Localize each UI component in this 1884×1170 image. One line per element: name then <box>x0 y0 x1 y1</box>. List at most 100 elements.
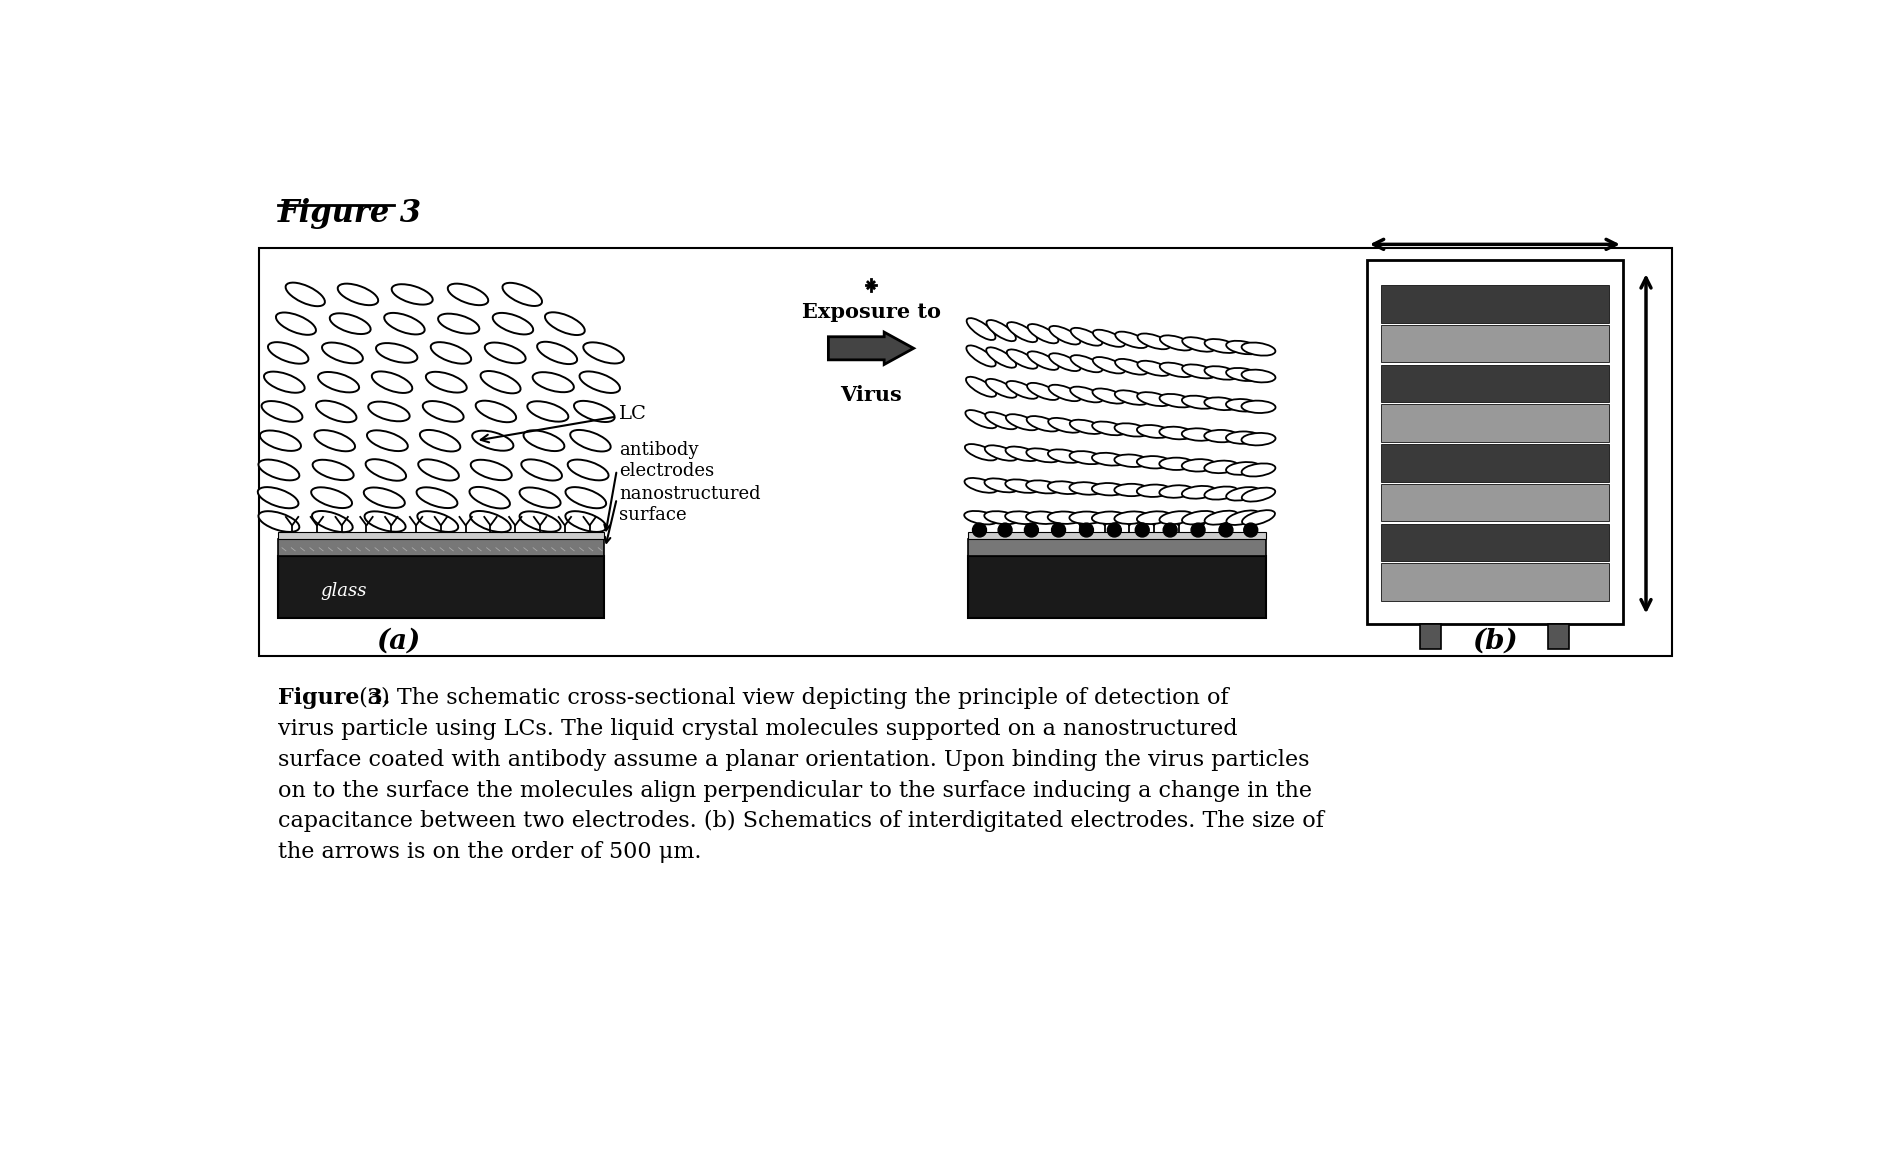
Ellipse shape <box>469 487 511 509</box>
Ellipse shape <box>571 429 610 452</box>
Ellipse shape <box>965 511 999 524</box>
Circle shape <box>972 523 987 537</box>
Text: Virus: Virus <box>840 385 902 405</box>
Ellipse shape <box>426 372 467 393</box>
Text: glass: glass <box>320 581 367 600</box>
Ellipse shape <box>364 511 405 531</box>
Circle shape <box>1243 523 1259 537</box>
Bar <box>968 531 1266 539</box>
Ellipse shape <box>1226 510 1260 525</box>
Ellipse shape <box>258 460 300 481</box>
Ellipse shape <box>1204 511 1238 524</box>
Ellipse shape <box>1006 350 1038 369</box>
Ellipse shape <box>1115 331 1147 347</box>
Ellipse shape <box>1181 459 1215 472</box>
Ellipse shape <box>384 312 424 335</box>
Text: (a) The schematic cross-sectional view depicting the principle of detection of: (a) The schematic cross-sectional view d… <box>352 687 1228 709</box>
Ellipse shape <box>322 343 364 364</box>
Text: (a): (a) <box>377 627 420 654</box>
Circle shape <box>1136 523 1149 537</box>
Text: virus particle using LCs. The liquid crystal molecules supported on a nanostruct: virus particle using LCs. The liquid cry… <box>279 718 1238 739</box>
Ellipse shape <box>522 460 561 481</box>
Ellipse shape <box>311 487 352 508</box>
Ellipse shape <box>475 400 516 422</box>
Circle shape <box>1051 523 1066 537</box>
Text: surface: surface <box>620 507 688 524</box>
Ellipse shape <box>966 377 997 397</box>
Text: the arrows is on the order of 500 μm.: the arrows is on the order of 500 μm. <box>279 841 701 863</box>
Ellipse shape <box>1181 486 1215 498</box>
Ellipse shape <box>1027 324 1059 343</box>
Ellipse shape <box>1159 427 1193 439</box>
Ellipse shape <box>983 511 1017 524</box>
Ellipse shape <box>371 371 413 393</box>
Ellipse shape <box>1226 487 1260 501</box>
Ellipse shape <box>1006 381 1038 399</box>
Ellipse shape <box>494 312 533 335</box>
Ellipse shape <box>1136 456 1172 468</box>
Ellipse shape <box>1070 482 1104 495</box>
Ellipse shape <box>318 372 360 392</box>
Ellipse shape <box>286 283 324 307</box>
Ellipse shape <box>1115 391 1147 405</box>
Ellipse shape <box>1159 457 1193 470</box>
Ellipse shape <box>520 511 561 531</box>
Ellipse shape <box>1115 359 1147 374</box>
Ellipse shape <box>471 460 512 480</box>
Ellipse shape <box>471 511 511 532</box>
Ellipse shape <box>1006 447 1038 461</box>
Ellipse shape <box>1242 463 1275 476</box>
Ellipse shape <box>1242 343 1275 356</box>
Ellipse shape <box>544 312 584 335</box>
Ellipse shape <box>1048 511 1081 524</box>
Ellipse shape <box>268 342 309 364</box>
Ellipse shape <box>448 283 488 305</box>
Ellipse shape <box>1242 510 1275 525</box>
Circle shape <box>1080 523 1093 537</box>
Ellipse shape <box>985 347 1015 367</box>
Ellipse shape <box>484 343 526 364</box>
Ellipse shape <box>1181 395 1215 408</box>
Ellipse shape <box>1049 326 1080 344</box>
Circle shape <box>1108 523 1121 537</box>
Ellipse shape <box>537 342 577 364</box>
Ellipse shape <box>503 283 543 307</box>
Ellipse shape <box>1115 511 1149 524</box>
Bar <box>968 539 1266 556</box>
Bar <box>1381 285 1609 323</box>
Text: electrodes: electrodes <box>620 462 714 480</box>
Ellipse shape <box>1027 511 1061 524</box>
Ellipse shape <box>1181 511 1215 524</box>
Text: on to the surface the molecules align perpendicular to the surface inducing a ch: on to the surface the molecules align pe… <box>279 779 1311 801</box>
Ellipse shape <box>367 401 409 421</box>
Ellipse shape <box>258 487 298 508</box>
Ellipse shape <box>1008 322 1038 342</box>
Ellipse shape <box>431 342 471 364</box>
Bar <box>279 556 603 618</box>
Circle shape <box>1191 523 1206 537</box>
Ellipse shape <box>1204 429 1238 442</box>
Text: Figure 3.: Figure 3. <box>279 687 390 709</box>
Ellipse shape <box>987 321 1015 342</box>
Ellipse shape <box>1027 351 1059 370</box>
Bar <box>1381 445 1609 482</box>
Ellipse shape <box>965 410 997 428</box>
Text: nanostructured: nanostructured <box>620 486 761 503</box>
Ellipse shape <box>1070 452 1104 464</box>
Ellipse shape <box>1204 487 1238 500</box>
Ellipse shape <box>1138 392 1170 406</box>
Ellipse shape <box>1242 400 1275 413</box>
Ellipse shape <box>1136 484 1172 497</box>
Text: antibody: antibody <box>620 441 699 459</box>
Ellipse shape <box>315 431 354 452</box>
Ellipse shape <box>1204 366 1238 380</box>
Ellipse shape <box>1093 357 1125 373</box>
Ellipse shape <box>275 312 317 335</box>
Ellipse shape <box>1093 388 1125 404</box>
Ellipse shape <box>1093 330 1125 346</box>
Ellipse shape <box>985 412 1017 429</box>
Ellipse shape <box>985 379 1017 398</box>
Ellipse shape <box>1093 483 1127 495</box>
Ellipse shape <box>965 445 997 461</box>
Ellipse shape <box>1048 449 1081 463</box>
